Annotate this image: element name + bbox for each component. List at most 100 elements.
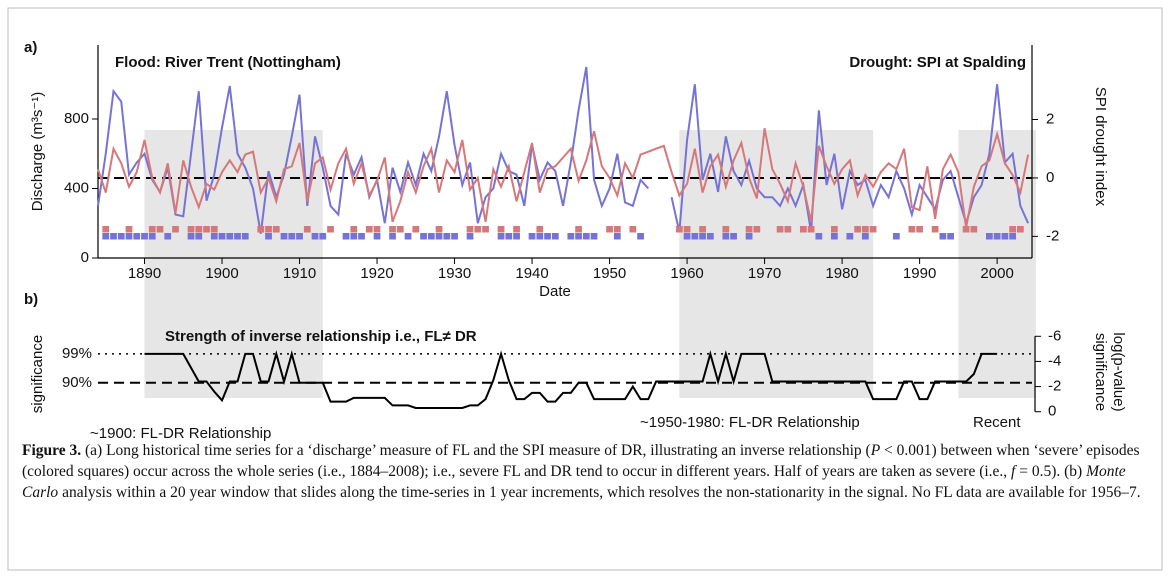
severe-square <box>125 226 133 233</box>
y-tick-label: 99% <box>62 345 92 362</box>
severe-square <box>799 226 807 233</box>
severe-square <box>172 226 179 233</box>
severe-square <box>590 233 598 240</box>
severe-square <box>513 226 520 233</box>
panel-title: Strength of inverse relationship i.e., F… <box>165 328 477 345</box>
caption-text: f <box>1011 463 1016 480</box>
severe-square <box>722 233 730 240</box>
severe-square <box>582 233 590 240</box>
severe-square <box>536 233 544 240</box>
severe-square <box>993 233 1001 240</box>
severe-square <box>451 233 458 240</box>
severe-square <box>265 233 272 240</box>
severe-square <box>962 226 970 233</box>
severe-square <box>683 226 691 233</box>
severe-square <box>187 233 195 240</box>
y2-axis-label: significance <box>1092 333 1109 411</box>
severe-square <box>427 233 435 240</box>
y-tick-label: 0 <box>81 249 89 266</box>
panel-label: a) <box>24 39 37 56</box>
severe-square <box>288 233 296 240</box>
severe-square <box>412 226 420 233</box>
severe-square <box>846 233 854 240</box>
severe-square <box>125 233 133 240</box>
severe-square <box>164 233 172 240</box>
severe-square <box>327 226 334 233</box>
severe-square <box>699 226 706 233</box>
severe-square <box>551 233 559 240</box>
annotation: ~1950-1980: FL-DR Relationship <box>640 414 860 431</box>
severe-square <box>1001 233 1009 240</box>
severe-square <box>916 226 923 233</box>
y-axis-label: significance <box>29 335 46 413</box>
severe-square <box>528 233 536 240</box>
severe-square <box>985 233 993 240</box>
severe-square <box>265 226 272 233</box>
severe-square <box>117 233 125 240</box>
severe-square <box>606 226 613 233</box>
severe-square <box>373 233 381 240</box>
severe-square <box>133 233 141 240</box>
severe-square <box>466 226 474 233</box>
x-tick-label: 1910 <box>283 265 316 282</box>
panel-label: b) <box>24 291 38 308</box>
severe-square <box>675 226 683 233</box>
severe-square <box>575 226 582 233</box>
severe-square <box>753 226 761 233</box>
severe-square <box>567 233 575 240</box>
severe-square <box>497 226 505 233</box>
severe-square <box>970 226 978 233</box>
x-tick-label: 1970 <box>748 265 781 282</box>
severe-square <box>443 233 451 240</box>
severe-square <box>148 233 156 240</box>
severe-square <box>699 233 706 240</box>
y2-tick-label: 0 <box>1048 403 1056 420</box>
x-tick-label: 1990 <box>903 265 936 282</box>
severe-square <box>257 226 265 233</box>
x-tick-label: 2000 <box>980 265 1013 282</box>
y2-tick-label: 2 <box>1046 110 1054 127</box>
annotation: ~1900: FL-DR Relationship <box>90 425 271 442</box>
severe-square <box>389 226 396 233</box>
y-tick-label: 400 <box>64 179 89 196</box>
severe-square <box>358 233 365 240</box>
severe-square <box>706 233 714 240</box>
severe-square <box>303 226 311 233</box>
x-tick-label: 1960 <box>670 265 703 282</box>
severe-square <box>1009 226 1016 233</box>
y2-axis-label: SPI drought index <box>1092 87 1109 207</box>
x-tick-label: 1900 <box>205 265 238 282</box>
severe-square <box>342 233 350 240</box>
severe-square <box>939 233 947 240</box>
severe-square <box>730 233 737 240</box>
severe-square <box>102 233 110 240</box>
y2-tick-label: -4 <box>1048 352 1061 369</box>
severe-square <box>1009 233 1016 240</box>
severe-square <box>210 226 218 233</box>
severe-square <box>365 226 373 233</box>
severe-square <box>311 233 319 240</box>
severe-square <box>389 233 396 240</box>
legend-label: Drought: SPI at Spalding <box>849 54 1026 71</box>
severe-square <box>272 226 280 233</box>
severe-square <box>195 233 203 240</box>
severe-square <box>435 233 443 240</box>
severe-square <box>474 226 482 233</box>
severe-square <box>861 226 869 233</box>
severe-square <box>319 233 327 240</box>
severe-square <box>892 233 900 240</box>
x-tick-label: 1940 <box>515 265 548 282</box>
severe-square <box>745 233 753 240</box>
severe-square <box>482 226 489 233</box>
severe-square <box>830 226 838 233</box>
x-tick-label: 1980 <box>825 265 858 282</box>
severe-square <box>536 226 544 233</box>
caption-text: < 0.001) between when ‘severe’ episodes … <box>22 442 1140 480</box>
annotation: Recent <box>973 414 1021 431</box>
severe-square <box>1016 226 1024 233</box>
x-tick-label: 1950 <box>593 265 626 282</box>
severe-square <box>683 233 691 240</box>
severe-square <box>373 226 381 233</box>
severe-square <box>505 233 513 240</box>
